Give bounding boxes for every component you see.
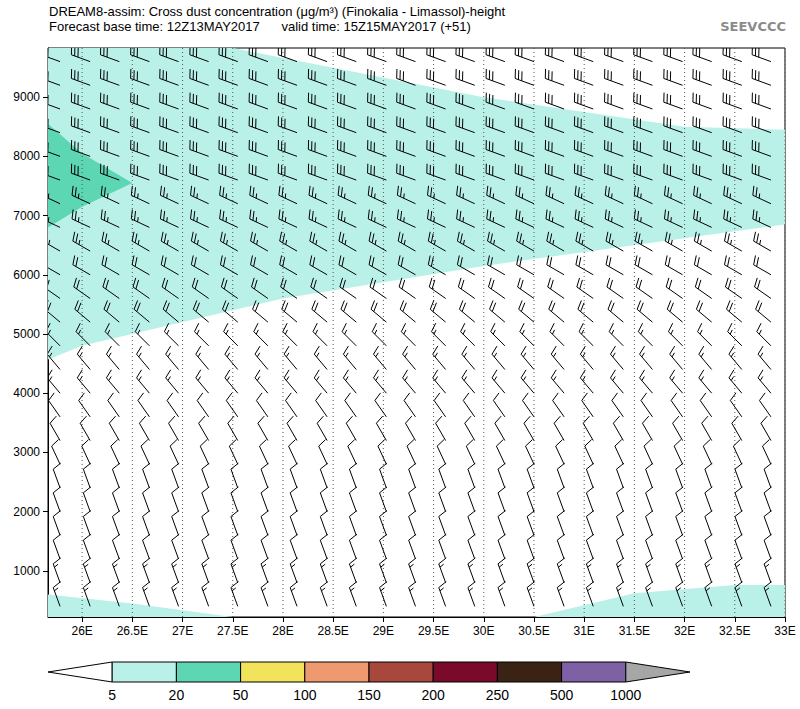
- svg-text:31.5E: 31.5E: [619, 624, 650, 638]
- svg-text:4000: 4000: [13, 386, 40, 400]
- svg-text:5: 5: [108, 687, 116, 703]
- svg-text:9000: 9000: [13, 90, 40, 104]
- svg-text:7000: 7000: [13, 209, 40, 223]
- svg-text:32.5E: 32.5E: [719, 624, 750, 638]
- svg-text:28E: 28E: [272, 624, 293, 638]
- svg-text:30.5E: 30.5E: [518, 624, 549, 638]
- svg-text:33E: 33E: [774, 624, 795, 638]
- svg-text:6000: 6000: [13, 268, 40, 282]
- svg-text:28.5E: 28.5E: [317, 624, 348, 638]
- svg-text:Forecast base time: 12Z13MAY20: Forecast base time: 12Z13MAY2017 valid t…: [49, 19, 471, 34]
- svg-text:3000: 3000: [13, 445, 40, 459]
- svg-text:31E: 31E: [574, 624, 595, 638]
- svg-text:29E: 29E: [373, 624, 394, 638]
- svg-text:26E: 26E: [71, 624, 92, 638]
- svg-text:100: 100: [293, 687, 317, 703]
- svg-text:32E: 32E: [674, 624, 695, 638]
- svg-text:27E: 27E: [172, 624, 193, 638]
- svg-text:2000: 2000: [13, 505, 40, 519]
- svg-text:1000: 1000: [13, 564, 40, 578]
- svg-text:DREAM8-assim: Cross dust conce: DREAM8-assim: Cross dust concentration (…: [49, 4, 506, 19]
- svg-text:20: 20: [169, 687, 185, 703]
- svg-text:5000: 5000: [13, 327, 40, 341]
- svg-text:150: 150: [357, 687, 381, 703]
- svg-text:250: 250: [486, 687, 510, 703]
- svg-text:30E: 30E: [473, 624, 494, 638]
- svg-text:29.5E: 29.5E: [418, 624, 449, 638]
- svg-text:200: 200: [422, 687, 446, 703]
- svg-text:50: 50: [233, 687, 249, 703]
- svg-text:500: 500: [550, 687, 574, 703]
- svg-text:26.5E: 26.5E: [117, 624, 148, 638]
- svg-text:SEEVCCC: SEEVCCC: [720, 19, 786, 34]
- svg-text:27.5E: 27.5E: [217, 624, 248, 638]
- svg-text:8000: 8000: [13, 149, 40, 163]
- svg-text:1000: 1000: [610, 687, 641, 703]
